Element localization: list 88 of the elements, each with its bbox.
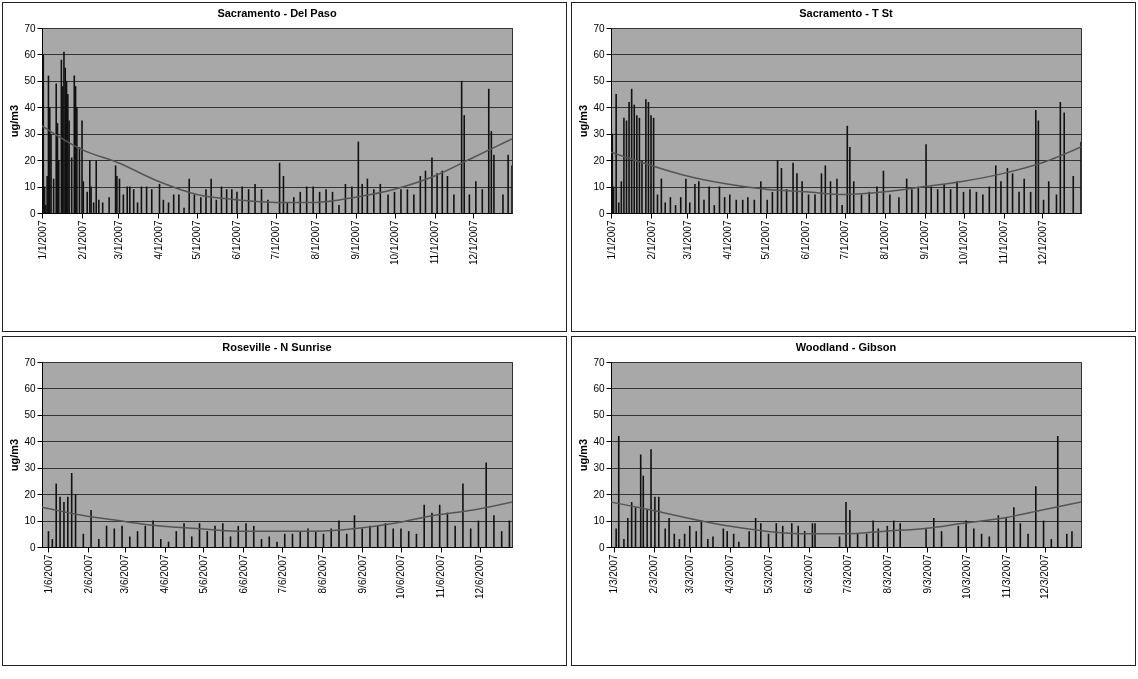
x-tick-label: 11/1/2007: [998, 220, 1010, 265]
y-tick-label: 20: [593, 154, 605, 166]
x-tick-label: 12/3/2007: [1039, 554, 1051, 599]
x-tick-label: 4/3/2007: [724, 554, 736, 594]
x-tick-label: 3/6/2007: [119, 554, 131, 594]
y-tick-label: 60: [593, 48, 605, 60]
x-tick-label: 1/1/2007: [36, 220, 48, 260]
y-tick-label: 70: [24, 356, 36, 368]
y-tick-label: 0: [29, 207, 36, 219]
y-tick-label: 50: [24, 75, 36, 87]
x-tick-label: 3/1/2007: [112, 220, 124, 260]
y-tick-label: 0: [29, 541, 36, 553]
y-tick-label: 20: [593, 488, 605, 500]
x-tick-label: 12/6/2007: [474, 554, 486, 599]
x-tick-label: 2/6/2007: [82, 554, 94, 594]
y-tick-label: 70: [24, 22, 36, 34]
x-tick-label: 8/6/2007: [316, 554, 328, 594]
y-axis-title: ug/m3: [577, 438, 590, 472]
x-tick-label: 4/6/2007: [159, 554, 171, 594]
x-tick-label: 7/1/2007: [270, 220, 282, 260]
x-tick-label: 7/3/2007: [841, 554, 853, 594]
x-tick-label: 9/1/2007: [919, 220, 931, 260]
x-tick-label: 12/1/2007: [1036, 220, 1048, 265]
x-tick-label: 9/1/2007: [350, 220, 362, 260]
x-tick-label: 8/1/2007: [310, 220, 322, 260]
x-tick-label: 9/3/2007: [921, 554, 933, 594]
x-tick-label: 1/3/2007: [608, 554, 620, 594]
y-tick-label: 0: [598, 207, 605, 219]
y-tick-label: 40: [593, 101, 605, 113]
x-tick-label: 6/1/2007: [231, 220, 243, 260]
x-tick-label: 2/1/2007: [645, 220, 657, 260]
x-tick-label: 10/1/2007: [389, 220, 400, 265]
y-tick-label: 50: [24, 409, 36, 421]
x-tick-label: 5/6/2007: [197, 554, 209, 594]
y-tick-label: 40: [24, 435, 36, 447]
x-tick-label: 2/3/2007: [648, 554, 660, 594]
y-tick-label: 20: [24, 154, 36, 166]
y-tick-label: 10: [24, 181, 36, 193]
y-tick-label: 10: [593, 181, 605, 193]
x-tick-label: 10/6/2007: [395, 554, 407, 599]
x-tick-label: 11/3/2007: [1000, 554, 1012, 599]
x-tick-label: 1/1/2007: [605, 220, 617, 260]
x-tick-label: 6/1/2007: [800, 220, 812, 260]
y-tick-label: 60: [24, 48, 36, 60]
x-tick-label: 2/1/2007: [76, 220, 88, 260]
y-tick-label: 60: [593, 382, 605, 394]
chart-title: Sacramento - T St: [799, 7, 894, 19]
chart-title: Woodland - Gibson: [795, 341, 897, 353]
y-tick-label: 40: [24, 101, 36, 113]
x-tick-label: 7/1/2007: [839, 220, 851, 260]
x-tick-label: 11/6/2007: [435, 554, 447, 599]
y-tick-label: 30: [593, 128, 605, 140]
y-tick-label: 60: [24, 382, 36, 394]
x-tick-label: 6/3/2007: [803, 554, 815, 594]
x-tick-label: 5/3/2007: [763, 554, 775, 594]
y-tick-label: 10: [24, 515, 36, 527]
y-tick-label: 40: [593, 435, 605, 447]
x-tick-label: 10/1/2007: [958, 220, 969, 265]
y-axis-title: ug/m3: [577, 104, 590, 138]
x-tick-label: 4/1/2007: [721, 220, 733, 260]
y-tick-label: 30: [593, 462, 605, 474]
y-axis-title: ug/m3: [8, 104, 21, 138]
x-tick-label: 12/1/2007: [467, 220, 479, 265]
y-tick-label: 0: [598, 541, 605, 553]
x-tick-label: 4/1/2007: [152, 220, 164, 260]
x-tick-label: 5/1/2007: [191, 220, 203, 260]
x-tick-label: 6/6/2007: [237, 554, 249, 594]
x-tick-label: 9/6/2007: [356, 554, 368, 594]
chart-title: Roseville - N Sunrise: [222, 341, 332, 353]
x-tick-label: 5/1/2007: [760, 220, 772, 260]
x-tick-label: 3/3/2007: [684, 554, 696, 594]
y-tick-label: 50: [593, 409, 605, 421]
y-tick-label: 30: [24, 462, 36, 474]
y-tick-label: 70: [593, 356, 605, 368]
y-axis-title: ug/m3: [8, 438, 21, 472]
y-tick-label: 20: [24, 488, 36, 500]
y-tick-label: 50: [593, 75, 605, 87]
y-tick-label: 30: [24, 128, 36, 140]
x-tick-label: 11/1/2007: [429, 220, 441, 265]
x-tick-label: 10/3/2007: [960, 554, 972, 599]
x-tick-label: 3/1/2007: [681, 220, 693, 260]
y-tick-label: 10: [593, 515, 605, 527]
y-tick-label: 70: [593, 22, 605, 34]
x-tick-label: 7/6/2007: [276, 554, 288, 594]
x-tick-label: 8/1/2007: [879, 220, 891, 260]
x-tick-label: 8/3/2007: [881, 554, 893, 594]
chart-title: Sacramento - Del Paso: [217, 7, 337, 19]
x-tick-label: 1/6/2007: [42, 554, 54, 594]
